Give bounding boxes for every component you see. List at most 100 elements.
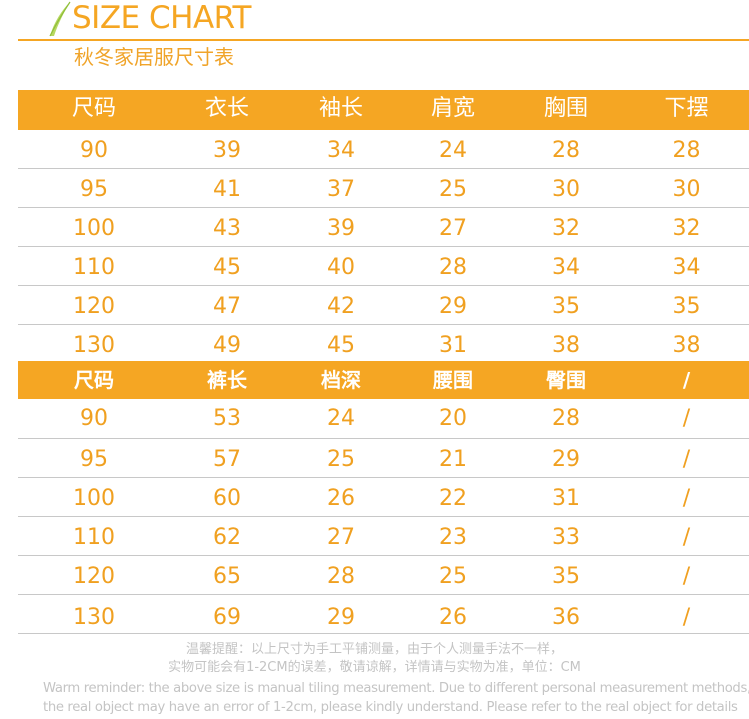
table-cell: 60 bbox=[213, 486, 241, 511]
table-cell: 25 bbox=[327, 447, 355, 472]
title-divider bbox=[18, 39, 749, 41]
column-header: 裤长 bbox=[207, 368, 247, 392]
table-row: 110 62 27 23 33 / bbox=[18, 517, 749, 556]
table-cell: 25 bbox=[439, 177, 467, 202]
table-cell: 28 bbox=[552, 138, 580, 163]
table-cell: 53 bbox=[213, 406, 241, 431]
header: SIZE CHART 秋冬家居服尺寸表 bbox=[0, 0, 749, 80]
table-cell: 33 bbox=[552, 525, 580, 550]
table-cell: / bbox=[682, 406, 691, 431]
table-cell: 28 bbox=[327, 564, 355, 589]
table-row: 130 49 45 31 38 38 bbox=[18, 325, 749, 361]
table-cell: 24 bbox=[327, 406, 355, 431]
table-cell: 32 bbox=[672, 216, 701, 241]
page-subtitle: 秋冬家居服尺寸表 bbox=[74, 45, 234, 69]
column-header: 腰围 bbox=[433, 368, 473, 392]
size-table: 尺码 衣长 袖长 肩宽 胸围 下摆 90 39 34 24 28 28 95 4… bbox=[18, 90, 749, 634]
table-row: 95 41 37 25 30 30 bbox=[18, 169, 749, 208]
column-header: 袖长 bbox=[318, 96, 363, 121]
table-cell: 34 bbox=[672, 255, 701, 280]
table-header-bottom: 尺码 裤长 档深 腰围 臀围 / bbox=[18, 361, 749, 399]
table-cell: 100 bbox=[73, 486, 115, 511]
table-cell: 25 bbox=[439, 564, 467, 589]
table-cell: 65 bbox=[213, 564, 241, 589]
column-header: 档深 bbox=[321, 368, 361, 392]
table-row: 110 45 40 28 34 34 bbox=[18, 247, 749, 286]
table-cell: 43 bbox=[213, 216, 241, 241]
table-cell: 62 bbox=[213, 525, 241, 550]
column-header: 下摆 bbox=[664, 96, 709, 121]
table-cell: 29 bbox=[552, 447, 580, 472]
column-header: 臀围 bbox=[546, 368, 586, 392]
table-cell: 28 bbox=[439, 255, 467, 280]
table-cell: 42 bbox=[327, 294, 355, 319]
table-cell: 27 bbox=[327, 525, 355, 550]
table-cell: 90 bbox=[80, 406, 108, 431]
table-cell: 38 bbox=[552, 333, 580, 358]
table-cell: 130 bbox=[73, 333, 115, 358]
table-cell: 47 bbox=[213, 294, 241, 319]
column-header: / bbox=[682, 368, 691, 392]
table-cell: 32 bbox=[552, 216, 580, 241]
reminder-en-line1: Warm reminder: the above size is manual … bbox=[43, 681, 749, 696]
column-header: 尺码 bbox=[71, 96, 116, 121]
table-cell: 40 bbox=[327, 255, 355, 280]
table-cell: 95 bbox=[80, 447, 108, 472]
reminder-cn-line2: 实物可能会有1-2CM的误差，敬请谅解，详情请与实物为准，单位：CM bbox=[168, 660, 581, 675]
column-header: 尺码 bbox=[74, 368, 114, 392]
table-cell: 21 bbox=[439, 447, 467, 472]
table-cell: 34 bbox=[327, 138, 355, 163]
table-cell: 110 bbox=[73, 525, 115, 550]
table-cell: 41 bbox=[213, 177, 241, 202]
table-cell: 35 bbox=[672, 294, 701, 319]
table-row: 95 57 25 21 29 / bbox=[18, 439, 749, 478]
table-cell: 28 bbox=[552, 406, 580, 431]
table-cell: 45 bbox=[327, 333, 355, 358]
table-cell: 120 bbox=[73, 564, 115, 589]
table-cell: / bbox=[682, 605, 691, 630]
reminder-en-line2: the real object may have an error of 1-2… bbox=[43, 700, 738, 715]
table-cell: 120 bbox=[73, 294, 115, 319]
table-cell: 49 bbox=[213, 333, 241, 358]
table-cell: / bbox=[682, 525, 691, 550]
table-cell: / bbox=[682, 486, 691, 511]
table-row: 100 60 26 22 31 / bbox=[18, 478, 749, 517]
table-cell: 37 bbox=[327, 177, 355, 202]
table-cell: 30 bbox=[672, 177, 701, 202]
table-cell: 90 bbox=[80, 138, 108, 163]
table-cell: 26 bbox=[439, 605, 467, 630]
table-row: 90 39 34 24 28 28 bbox=[18, 130, 749, 169]
table-cell: 69 bbox=[213, 605, 241, 630]
table-cell: 34 bbox=[552, 255, 580, 280]
table-row: 120 47 42 29 35 35 bbox=[18, 286, 749, 325]
table-row: 100 43 39 27 32 32 bbox=[18, 208, 749, 247]
column-header: 胸围 bbox=[543, 96, 588, 121]
table-cell: 27 bbox=[439, 216, 467, 241]
reminder-cn-line1: 温馨提醒：以上尺寸为手工平铺测量，由于个人测量手法不一样， bbox=[185, 642, 563, 657]
table-row: 130 69 29 26 36 / bbox=[18, 595, 749, 634]
table-cell: 29 bbox=[327, 605, 355, 630]
table-cell: 38 bbox=[672, 333, 701, 358]
table-cell: 57 bbox=[213, 447, 241, 472]
table-header-top: 尺码 衣长 袖长 肩宽 胸围 下摆 bbox=[18, 90, 749, 130]
table-cell: 39 bbox=[213, 138, 241, 163]
table-cell: 31 bbox=[439, 333, 467, 358]
table-cell: 39 bbox=[327, 216, 355, 241]
table-row: 120 65 28 25 35 / bbox=[18, 556, 749, 595]
table-cell: 30 bbox=[552, 177, 580, 202]
table-cell: 110 bbox=[73, 255, 115, 280]
leaf-icon bbox=[49, 1, 71, 37]
table-cell: 35 bbox=[552, 564, 580, 589]
table-cell: 36 bbox=[552, 605, 580, 630]
table-row: 90 53 24 20 28 / bbox=[18, 399, 749, 439]
table-cell: 20 bbox=[439, 406, 467, 431]
table-cell: 29 bbox=[439, 294, 467, 319]
table-cell: 26 bbox=[327, 486, 355, 511]
table-cell: / bbox=[682, 564, 691, 589]
column-header: 肩宽 bbox=[430, 96, 475, 121]
table-cell: 35 bbox=[552, 294, 580, 319]
table-cell: / bbox=[682, 447, 691, 472]
page-title: SIZE CHART bbox=[72, 0, 251, 36]
table-cell: 23 bbox=[439, 525, 467, 550]
